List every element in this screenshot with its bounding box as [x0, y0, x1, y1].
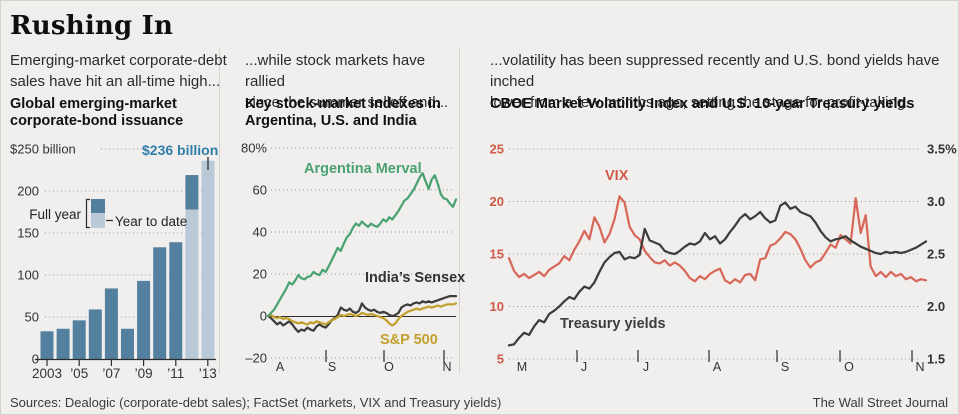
bar-full-year-2012 — [185, 175, 199, 210]
bar-x-axis-label: ’07 — [102, 366, 120, 381]
indexes-y-axis-label: –20 — [245, 351, 267, 366]
vix-x-axis-label: A — [713, 360, 722, 374]
indexes-x-axis-label: N — [442, 360, 451, 374]
debt-chart-title: Global emerging-market corporate-bond is… — [10, 96, 235, 129]
indexes-x-axis-label: A — [276, 360, 285, 374]
publication-credit: The Wall Street Journal — [812, 395, 948, 410]
indexes-y-axis-label: 0 — [260, 309, 267, 324]
volatility-chart-title-line1: CBOE Market Volatility Index and U.S. 10… — [490, 96, 915, 112]
vix-right-y-axis-label: 3.5% — [927, 142, 957, 157]
vix-x-axis-label: O — [844, 360, 854, 374]
bar-full-year-2009 — [137, 280, 151, 359]
sensex-line — [266, 294, 458, 333]
bar-full-year-2010 — [153, 247, 167, 359]
markets-chart-title: Key stock-market indexes in Argentina, U… — [245, 96, 470, 129]
page-title: Rushing In — [10, 11, 174, 41]
bar-y-axis-label: 100 — [17, 268, 39, 283]
vix-left-y-axis-label: 20 — [490, 194, 504, 209]
debt-note-line1: Emerging-market corporate-debt — [10, 52, 227, 69]
bar-x-axis-label: ’13 — [199, 366, 217, 381]
volatility-note-line1: ...volatility has been suppressed recent… — [490, 52, 940, 90]
legend-swatch-year-to-date — [91, 213, 105, 228]
legend-year-to-date-label: Year to date — [115, 214, 188, 229]
bar-y-axis-label: 50 — [25, 310, 39, 325]
vix-left-y-axis-label: 15 — [490, 247, 504, 262]
bar-x-axis-label: ’05 — [70, 366, 88, 381]
vix-right-y-axis-label: 2.0 — [927, 299, 945, 314]
sp500-series-label: S&P 500 — [380, 332, 438, 348]
bar-y-axis-label: 150 — [17, 226, 39, 241]
merval-line — [266, 172, 458, 318]
bar-full-year-2006 — [88, 309, 102, 359]
sensex-series-label: India’s Sensex — [365, 270, 466, 286]
legend-bracket — [85, 198, 90, 229]
vix-right-y-axis-label: 1.5 — [927, 352, 945, 367]
vix-left-y-axis-label: 5 — [497, 352, 504, 367]
bar-full-year-2011 — [169, 242, 183, 359]
bar-year-to-date-2012 — [185, 209, 199, 359]
sources-note: Sources: Dealogic (corporate-debt sales)… — [10, 395, 502, 410]
bar-x-axis-label: ’09 — [135, 366, 153, 381]
vix-series-label: VIX — [605, 168, 629, 184]
volatility-chart-title: CBOE Market Volatility Index and U.S. 10… — [490, 96, 956, 113]
bar-full-year-2008 — [121, 328, 134, 359]
sp500-line — [266, 302, 458, 327]
vix-left-y-axis-label: 25 — [490, 142, 504, 157]
bar-full-year-2005 — [72, 320, 86, 359]
vix-x-axis-label: J — [643, 360, 649, 374]
markets-chart-title-line1: Key stock-market indexes in — [245, 96, 441, 112]
bar-x-axis-label: 2003 — [32, 366, 62, 381]
indexes-y-axis-label: 60 — [253, 183, 267, 198]
indexes-y-axis-label: 20 — [253, 267, 267, 282]
debt-chart-title-line1: Global emerging-market — [10, 96, 177, 112]
volatility-note-line2: lower from a few months ago, setting the… — [490, 94, 910, 111]
indexes-x-axis-label: S — [328, 360, 336, 374]
markets-note-line1: ...while stock markets have rallied — [245, 52, 426, 90]
merval-series-label: Argentina Merval — [304, 161, 422, 177]
vix-x-axis-label: J — [581, 360, 587, 374]
peak-value-callout: $236 billion — [142, 142, 219, 158]
indexes-x-axis-label: O — [384, 360, 394, 374]
bar-full-year-2003 — [40, 331, 54, 359]
debt-chart-title-line2: corporate-bond issuance — [10, 112, 184, 129]
bar-x-axis-label: ’11 — [167, 366, 184, 381]
indexes-y-axis-label: 80% — [241, 141, 267, 156]
vix-x-axis-label: S — [781, 360, 789, 374]
vix-left-y-axis-label: 10 — [490, 299, 504, 314]
bar-y-axis-label: 200 — [17, 184, 39, 199]
treasury-line — [507, 201, 928, 347]
vix-x-axis-label: M — [517, 360, 527, 374]
bar-year-to-date-2013 — [201, 160, 215, 359]
debt-note: Emerging-market corporate-debt sales hav… — [10, 50, 238, 92]
markets-note: ...while stock markets have rallied sinc… — [245, 50, 465, 113]
treasury-series-label: Treasury yields — [560, 316, 666, 332]
vix-line — [507, 195, 928, 285]
legend-full-year-label: Full year — [29, 207, 81, 222]
vix-x-axis-label: N — [915, 360, 924, 374]
vix-right-y-axis-label: 3.0 — [927, 194, 945, 209]
markets-chart-title-line2: Argentina, U.S. and India — [245, 112, 417, 129]
bar-full-year-2007 — [104, 288, 118, 359]
legend-swatch-full-year — [91, 199, 105, 213]
markets-note-line2: since the summer selloff and... — [245, 94, 449, 111]
bar-full-year-2004 — [56, 328, 70, 359]
indexes-y-axis-label: 40 — [253, 225, 267, 240]
bar-y-axis-label: $250 billion — [10, 142, 76, 157]
volatility-note: ...volatility has been suppressed recent… — [490, 50, 956, 113]
vix-right-y-axis-label: 2.5 — [927, 247, 945, 262]
debt-note-line2: sales have hit an all-time high... — [10, 73, 221, 90]
